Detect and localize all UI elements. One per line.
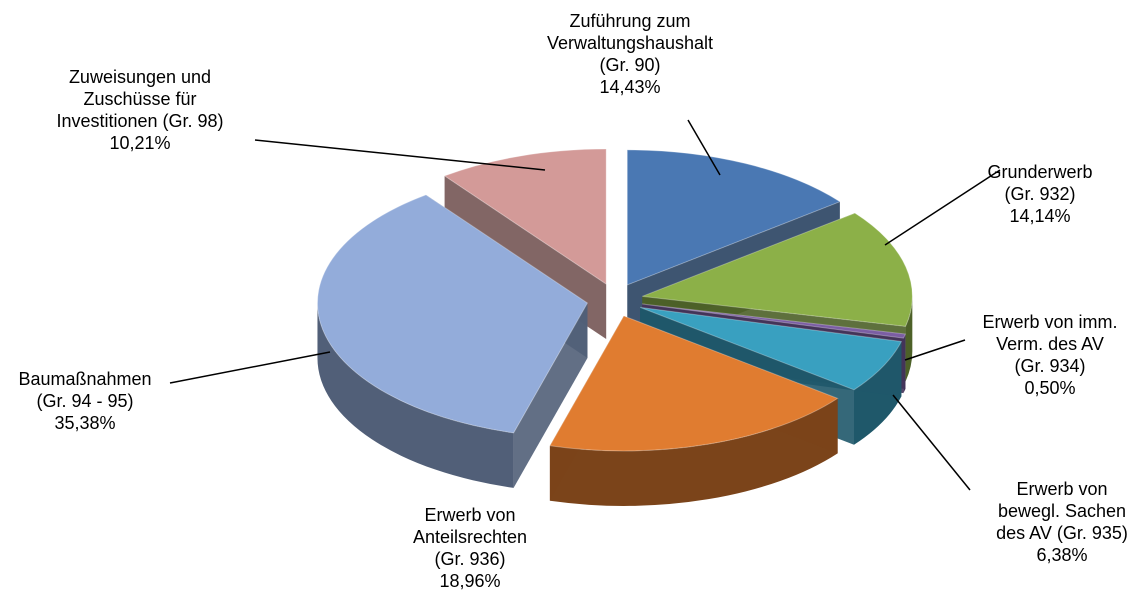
slice [443, 148, 607, 285]
slice [642, 212, 913, 327]
label-line: Erwerb von imm. [982, 312, 1117, 332]
leader-line [904, 339, 966, 361]
label-line: (Gr. 90) [599, 55, 660, 75]
label-line: Baumaßnahmen [18, 369, 151, 389]
slice [639, 306, 903, 391]
leader-line [169, 351, 331, 384]
leader-line [884, 169, 1001, 246]
label-line: Anteilsrechten [413, 527, 527, 547]
data-label: Grunderwerb(Gr. 932)14,14% [987, 162, 1092, 226]
slice [626, 149, 841, 286]
value-label: 18,96% [439, 571, 500, 591]
value-label: 14,14% [1009, 206, 1070, 226]
label-line: bewegl. Sachen [998, 501, 1126, 521]
slice [549, 315, 839, 452]
label-line: Verwaltungshaushalt [547, 33, 713, 53]
data-label: Erwerb von imm.Verm. des AV(Gr. 934)0,50… [982, 312, 1117, 398]
slice-side [905, 296, 913, 382]
label-line: Zuschüsse für [83, 89, 196, 109]
value-label: 6,38% [1036, 545, 1087, 565]
slice-side [317, 303, 514, 488]
slice [317, 194, 589, 434]
label-line: des AV (Gr. 935) [996, 523, 1128, 543]
value-label: 14,43% [599, 77, 660, 97]
label-line: (Gr. 936) [434, 549, 505, 569]
value-label: 35,38% [54, 413, 115, 433]
value-label: 10,21% [109, 133, 170, 153]
leader-line [254, 139, 546, 171]
label-line: Zuweisungen und [69, 67, 211, 87]
slice-wall [513, 303, 588, 488]
label-line: Zuführung zum [569, 11, 690, 31]
label-line: Grunderwerb [987, 162, 1092, 182]
slice-side [549, 398, 838, 506]
label-line: Erwerb von [424, 505, 515, 525]
label-line: Verm. des AV [996, 334, 1104, 354]
label-line: (Gr. 94 - 95) [36, 391, 133, 411]
label-line: Erwerb von [1016, 479, 1107, 499]
leader-line [892, 394, 971, 491]
slice-tops [317, 148, 913, 452]
data-label: Baumaßnahmen(Gr. 94 - 95)35,38% [18, 369, 151, 433]
label-line: (Gr. 932) [1004, 184, 1075, 204]
value-label: 0,50% [1024, 378, 1075, 398]
leader-line [687, 119, 721, 176]
label-line: Investitionen (Gr. 98) [56, 111, 223, 131]
label-line: (Gr. 934) [1014, 356, 1085, 376]
slice [642, 303, 907, 339]
